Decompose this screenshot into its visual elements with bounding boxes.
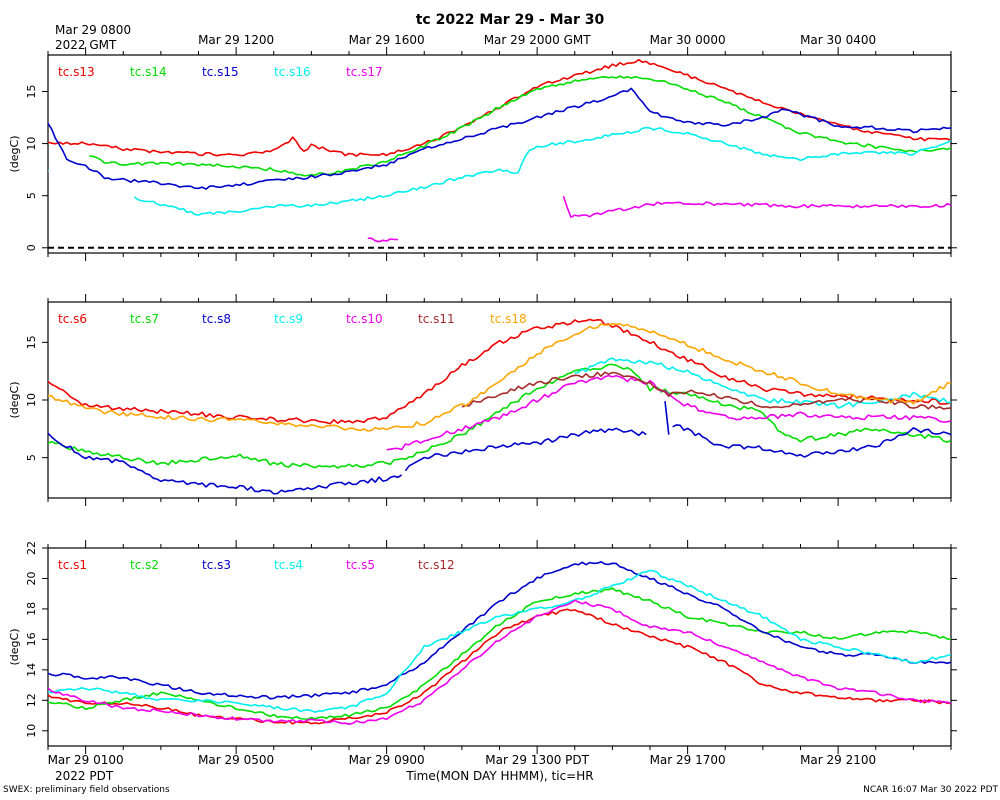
series-line-tc-s10 [386, 374, 951, 451]
legend-tc-s13: tc.s13 [58, 65, 95, 79]
y-axis-label: (degC) [8, 629, 21, 666]
legend-tc-s12: tc.s12 [418, 558, 455, 572]
top-tick-label: Mar 30 0000 [650, 33, 726, 47]
panel-top-series [48, 58, 951, 243]
panel-bottom-frame [47, 547, 952, 747]
series-line-tc-s9 [574, 357, 951, 409]
series-line-tc-s8 [664, 401, 670, 435]
series-line-tc-s1 [48, 608, 951, 725]
series-line-tc-s17 [367, 237, 398, 243]
series-line-tc-s14 [89, 75, 951, 177]
y-tick-label: 10 [25, 393, 38, 407]
series-line-tc-s8 [672, 424, 951, 458]
series-line-tc-s8 [404, 427, 647, 472]
y-tick-label: 15 [25, 84, 38, 98]
legend-tc-s9: tc.s9 [274, 312, 303, 326]
y-tick-label: 18 [25, 602, 38, 616]
top-first-label-line1: Mar 29 0800 [55, 23, 131, 37]
series-line-tc-s16 [48, 169, 49, 173]
y-tick-label: 12 [25, 693, 38, 707]
pdt-year-label: 2022 PDT [55, 769, 114, 783]
top-tick-label: Mar 29 1200 [198, 33, 274, 47]
y-tick-label: 20 [25, 571, 38, 585]
legend-tc-s17: tc.s17 [346, 65, 383, 79]
bottom-tick-label: Mar 29 2100 [800, 753, 876, 767]
footer-right-note: NCAR 16:07 Mar 30 2022 PDT [863, 785, 998, 795]
legend-tc-s4: tc.s4 [274, 558, 303, 572]
panel-middle-series [48, 318, 951, 495]
series-line-tc-s3 [48, 561, 951, 700]
panel-top-frame [47, 54, 952, 254]
legend-tc-s7: tc.s7 [130, 312, 159, 326]
series-line-tc-s17 [562, 196, 951, 218]
x-axis-label: Time(MON DAY HHMM), tic=HR [405, 769, 593, 783]
series-line-tc-s15 [48, 87, 951, 190]
top-tick-label: Mar 29 1600 [349, 33, 425, 47]
series-line-tc-s5 [48, 599, 951, 725]
legend-tc-s2: tc.s2 [130, 558, 159, 572]
y-tick-label: 14 [25, 663, 38, 677]
series-line-tc-s2 [48, 587, 951, 720]
legend-tc-s6: tc.s6 [58, 312, 87, 326]
legend-tc-s15: tc.s15 [202, 65, 239, 79]
legend-tc-s14: tc.s14 [130, 65, 167, 79]
top-tick-label: Mar 30 0400 [800, 33, 876, 47]
legend-tc-s10: tc.s10 [346, 312, 383, 326]
legend-tc-s8: tc.s8 [202, 312, 231, 326]
bottom-tick-label: Mar 29 1700 [650, 753, 726, 767]
panel-bottom-series [48, 561, 951, 725]
legend-tc-s1: tc.s1 [58, 558, 87, 572]
legend-tc-s5: tc.s5 [346, 558, 375, 572]
series-line-tc-s7 [48, 363, 951, 469]
bottom-tick-label: Mar 29 0900 [349, 753, 425, 767]
y-tick-label: 10 [25, 137, 38, 151]
y-tick-label: 22 [25, 541, 38, 555]
top-tick-label: Mar 29 2000 GMT [484, 33, 592, 47]
y-axis-label: (degC) [8, 136, 21, 173]
series-line-tc-s4 [48, 569, 951, 713]
top-first-label-line2: 2022 GMT [55, 38, 117, 52]
y-tick-label: 5 [25, 454, 38, 461]
legend-tc-s3: tc.s3 [202, 558, 231, 572]
footer-left-note: SWEX: preliminary field observations [3, 785, 170, 795]
panel-middle-frame [47, 301, 952, 499]
y-tick-label: 5 [25, 192, 38, 199]
series-line-tc-s18 [48, 323, 951, 432]
bottom-tick-label: Mar 29 1300 PDT [485, 753, 589, 767]
y-axis-label: (degC) [8, 382, 21, 419]
y-tick-label: 10 [25, 724, 38, 738]
legend-tc-s18: tc.s18 [490, 312, 527, 326]
series-line-tc-s8 [48, 432, 403, 495]
y-tick-label: 0 [25, 244, 38, 251]
y-tick-label: 15 [25, 335, 38, 349]
bottom-tick-label: Mar 29 0100 [48, 753, 124, 767]
y-tick-label: 16 [25, 632, 38, 646]
series-line-tc-s6 [48, 318, 951, 425]
legend-tc-s11: tc.s11 [418, 312, 455, 326]
bottom-tick-label: Mar 29 0500 [198, 753, 274, 767]
legend-tc-s16: tc.s16 [274, 65, 311, 79]
series-line-tc-s16 [134, 126, 951, 216]
chart-title: tc 2022 Mar 29 - Mar 30 [416, 12, 605, 28]
